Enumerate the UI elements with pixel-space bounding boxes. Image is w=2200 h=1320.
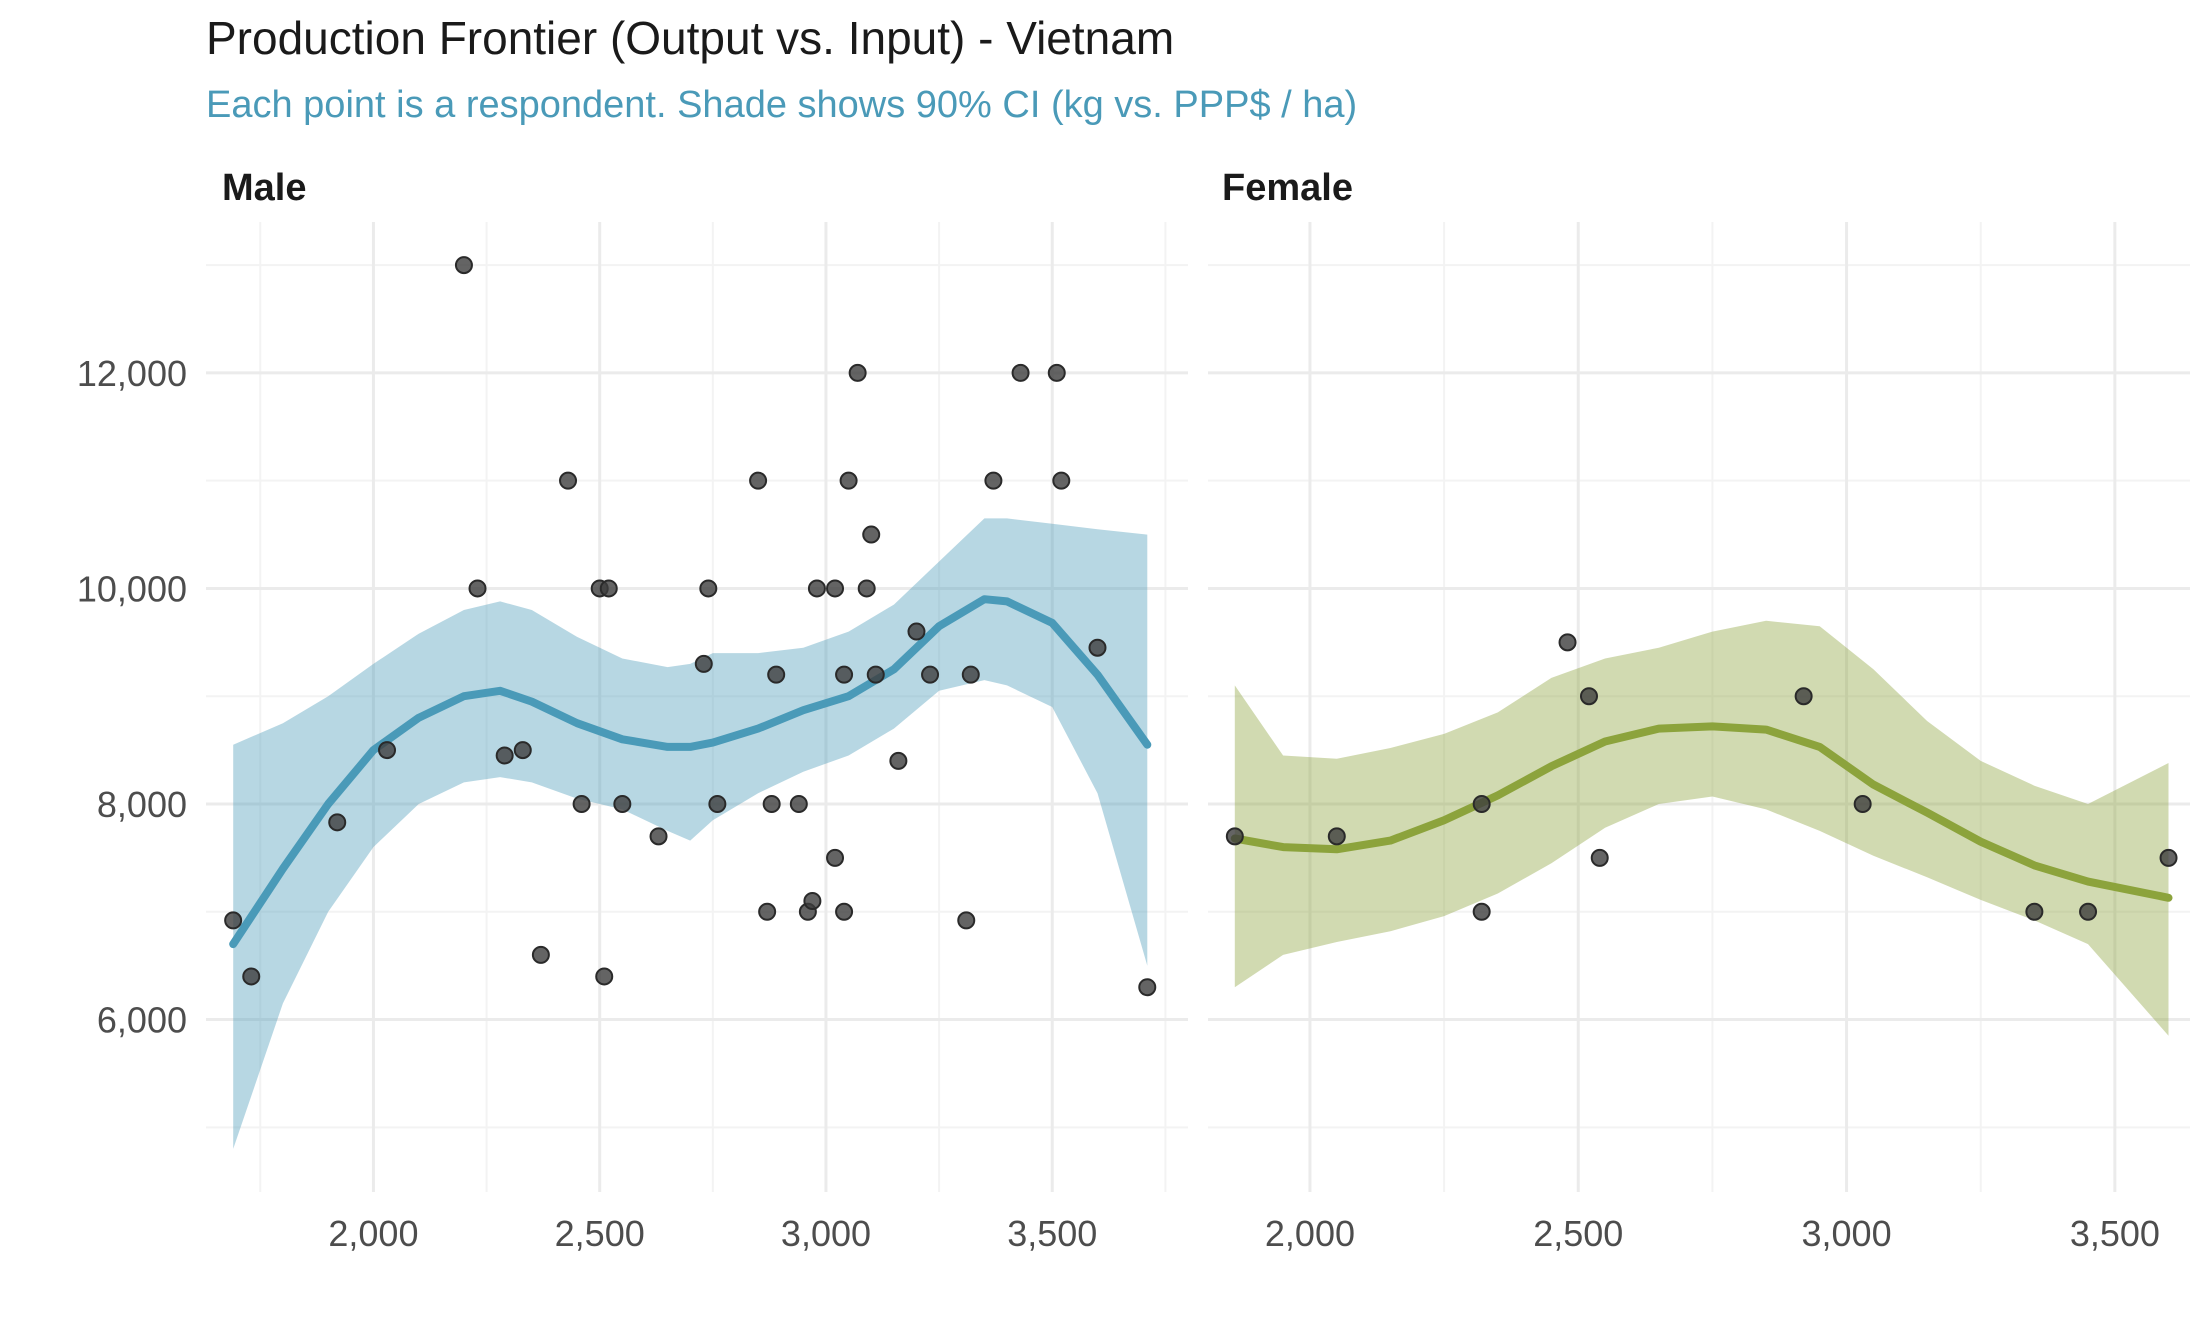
data-point <box>1853 795 1872 813</box>
data-point <box>2025 902 2044 921</box>
data-point <box>862 525 881 544</box>
data-point <box>513 741 532 760</box>
data-point <box>1052 471 1071 490</box>
data-point <box>803 892 822 910</box>
data-point <box>1327 827 1346 846</box>
data-point <box>1472 795 1491 813</box>
data-point <box>807 579 826 598</box>
data-point <box>1579 687 1598 706</box>
panel-strip-male: Male <box>222 167 306 209</box>
data-point <box>454 256 473 275</box>
data-point <box>531 945 550 964</box>
data-point <box>1794 687 1813 706</box>
data-point <box>1011 363 1030 382</box>
y-tick-label: 8,000 <box>97 784 187 825</box>
confidence-band <box>1234 620 2169 1036</box>
data-point <box>2079 902 2098 921</box>
x-tick-label: 2,000 <box>328 1213 418 1254</box>
confidence-band <box>233 518 1148 1149</box>
data-point <box>848 363 867 382</box>
data-point <box>1138 978 1157 997</box>
y-tick-label: 10,000 <box>77 568 187 609</box>
data-point <box>1047 363 1066 382</box>
data-point <box>1558 633 1577 652</box>
panel-male: Male 2,000 2,500 3,000 3,500 <box>206 167 1188 1254</box>
gridlines <box>1208 222 2190 1192</box>
data-point <box>749 471 768 490</box>
data-point <box>957 911 976 930</box>
y-tick-label: 6,000 <box>97 1000 187 1041</box>
y-axis: 6,000 8,000 10,000 12,000 <box>77 353 187 1041</box>
data-point <box>1472 902 1491 921</box>
data-point <box>328 813 347 832</box>
data-point <box>572 795 591 813</box>
data-point <box>762 795 781 813</box>
data-point <box>224 911 243 930</box>
smooth-line <box>1230 722 2173 902</box>
data-point <box>694 654 713 673</box>
data-point <box>1225 827 1244 846</box>
data-point <box>649 827 668 846</box>
x-tick-label: 3,500 <box>1007 1213 1097 1254</box>
data-point <box>835 902 854 921</box>
data-point <box>789 795 808 813</box>
chart-subtitle: Each point is a respondent. Shade shows … <box>206 84 1357 126</box>
data-point <box>699 579 718 598</box>
data-point <box>907 622 926 641</box>
data-point <box>857 579 876 598</box>
data-point <box>468 579 487 598</box>
data-point <box>839 471 858 490</box>
x-tick-label: 3,500 <box>2070 1213 2160 1254</box>
x-tick-label: 2,000 <box>1265 1213 1355 1254</box>
data-point <box>599 579 618 598</box>
data-point <box>242 967 261 986</box>
data-point <box>559 471 578 490</box>
smooth-line <box>229 595 1152 949</box>
data-point <box>613 795 632 813</box>
data-point <box>826 848 845 867</box>
chart-title: Production Frontier (Output vs. Input) -… <box>206 12 1174 64</box>
panel-strip-female: Female <box>1222 167 1353 209</box>
x-tick-label: 3,000 <box>1802 1213 1892 1254</box>
y-tick-label: 12,000 <box>77 353 187 394</box>
data-point <box>378 741 397 760</box>
data-point <box>961 665 980 684</box>
data-point <box>708 795 727 813</box>
data-point <box>866 665 885 684</box>
x-tick-label: 2,500 <box>555 1213 645 1254</box>
x-tick-label: 3,000 <box>781 1213 871 1254</box>
panel-female: Female 2,000 2,500 3,000 3,500 <box>1208 167 2190 1254</box>
data-point <box>1088 638 1107 657</box>
data-point <box>595 967 614 986</box>
data-point <box>495 746 514 765</box>
data-point <box>889 751 908 770</box>
data-point <box>984 471 1003 490</box>
data-point <box>921 665 940 684</box>
data-point <box>758 902 777 921</box>
x-tick-label: 2,500 <box>1533 1213 1623 1254</box>
data-point <box>1590 848 1609 867</box>
data-point <box>826 579 845 598</box>
data-point <box>767 665 786 684</box>
data-point <box>2159 848 2178 867</box>
data-point <box>835 665 854 684</box>
